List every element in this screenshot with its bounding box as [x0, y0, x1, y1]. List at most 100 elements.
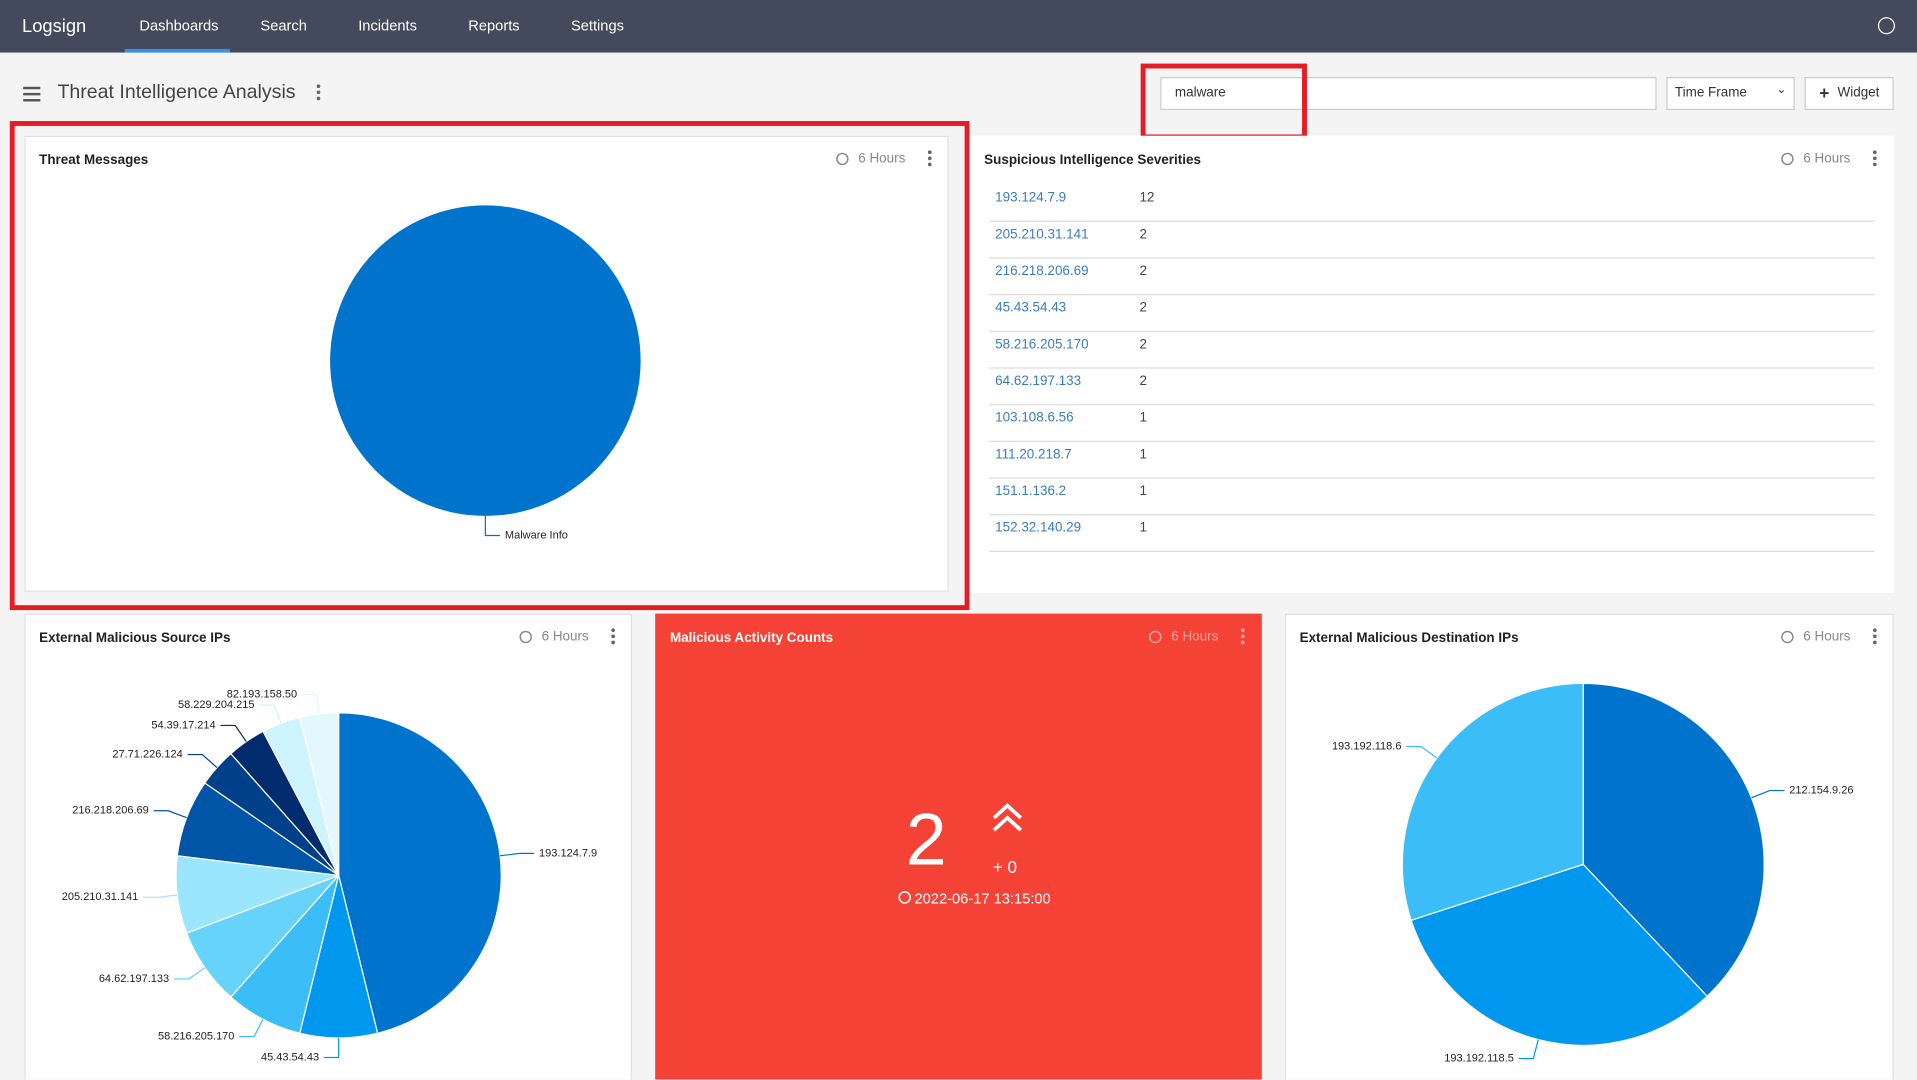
card-menu[interactable] [1872, 150, 1877, 155]
card-menu[interactable] [927, 150, 932, 155]
card-title: Threat Messages [39, 152, 149, 168]
card-title: External Malicious Destination IPs [1299, 630, 1519, 646]
slice-label: 82.193.158.50 [227, 688, 297, 700]
card-time: 6 Hours [1803, 151, 1851, 167]
ip-link: 205.210.31.141 [995, 226, 1088, 241]
ip-link: 64.62.197.133 [995, 373, 1081, 388]
card-menu[interactable] [1872, 628, 1877, 633]
count: 1 [1139, 483, 1146, 498]
page-menu[interactable] [316, 84, 321, 89]
add-widget-text: Widget [1837, 85, 1880, 101]
nav-item[interactable]: Dashboards [139, 17, 219, 35]
search-text: malware [1174, 85, 1226, 101]
page-title: Threat Intelligence Analysis [57, 81, 296, 103]
card-menu[interactable] [1240, 628, 1245, 633]
card-title: External Malicious Source IPs [39, 630, 231, 646]
logo[interactable]: Logsign [22, 15, 87, 37]
card-menu[interactable] [611, 628, 615, 633]
slice-label: 45.43.54.43 [261, 1051, 319, 1063]
up-icon [992, 803, 1023, 832]
plus-icon: + [1819, 83, 1830, 103]
leader-line [499, 852, 535, 857]
count: 2 [1139, 300, 1146, 315]
slice-label: 193.124.7.9 [539, 847, 597, 859]
count: 1 [1139, 520, 1146, 535]
slice-label: 212.154.9.26 [1789, 784, 1853, 796]
leader-line [259, 704, 282, 724]
slice-label: 54.39.17.214 [151, 719, 215, 731]
ip-link: 151.1.136.2 [995, 483, 1066, 498]
timeframe-select[interactable] [1666, 77, 1795, 111]
leader-line [302, 693, 320, 715]
clock-icon [836, 152, 849, 166]
clock-icon [1781, 152, 1794, 166]
leader-line [1406, 745, 1438, 759]
menu-icon[interactable] [23, 86, 41, 90]
ip-link: 216.218.206.69 [995, 263, 1088, 278]
leader-line [484, 515, 501, 537]
highlight-box [9, 121, 970, 611]
count: 1 [1139, 410, 1146, 425]
leader-line [239, 1019, 264, 1038]
nav-item[interactable]: Settings [570, 17, 624, 35]
clock-icon [1781, 630, 1794, 644]
nav-item[interactable]: Incidents [358, 17, 417, 35]
clock-icon [1149, 630, 1162, 644]
card [655, 613, 1262, 1080]
pie-slice [330, 205, 641, 516]
leader-line [153, 810, 187, 819]
slice-label: 27.71.226.124 [112, 748, 182, 760]
clock-icon [898, 891, 912, 904]
card [969, 135, 1894, 593]
user-icon[interactable] [1877, 17, 1895, 35]
count: 2 [1139, 226, 1146, 241]
count: 12 [1139, 190, 1154, 205]
leader-line [187, 753, 218, 768]
add-widget-button[interactable] [1804, 77, 1894, 111]
pie-slice [299, 712, 340, 876]
count: 1 [1139, 446, 1146, 461]
search-input[interactable] [1160, 77, 1657, 111]
leader-line [323, 1037, 340, 1059]
ip-link: 58.216.205.170 [995, 336, 1088, 351]
slice-label: 58.229.204.215 [178, 699, 254, 711]
leader-line [1751, 789, 1785, 799]
leader-line [143, 894, 178, 898]
pie-slice [1582, 682, 1765, 998]
count: 2 [1139, 373, 1146, 388]
card-time: 6 Hours [1171, 629, 1219, 645]
leader-line [220, 724, 247, 742]
slice-label: 216.218.206.69 [72, 805, 148, 817]
leader-line [1518, 1039, 1539, 1060]
slice-label: 193.192.118.6 [1332, 740, 1402, 752]
card-time: 6 Hours [858, 151, 906, 167]
ip-link: 152.32.140.29 [995, 520, 1081, 535]
leader-line [174, 967, 206, 980]
clock-icon [519, 630, 532, 644]
card-time: 6 Hours [541, 629, 589, 645]
pie-slice [1410, 863, 1708, 1046]
slice-label: Malware Info [505, 529, 568, 541]
slice-label: 64.62.197.133 [99, 973, 169, 985]
slice-label: 205.210.31.141 [62, 891, 138, 903]
chevron: ⌄ [1776, 83, 1787, 97]
slice-label: 58.216.205.170 [158, 1031, 234, 1043]
nav-item[interactable]: Search [260, 17, 307, 35]
pie-slice [1401, 682, 1584, 922]
ip-link: 111.20.218.7 [995, 446, 1071, 461]
active-tab-indicator [124, 48, 230, 53]
navbar [0, 0, 1917, 53]
card-time: 6 Hours [1803, 629, 1851, 645]
nav-item[interactable]: Reports [468, 17, 520, 35]
slice-label: 193.192.118.5 [1444, 1052, 1514, 1064]
ip-link: 193.124.7.9 [995, 190, 1066, 205]
activity-timestamp: 2022-06-17 13:15:00 [914, 890, 1051, 908]
card-title: Suspicious Intelligence Severities [984, 152, 1201, 168]
count: 2 [1139, 336, 1146, 351]
ip-link: 103.108.6.56 [995, 410, 1073, 425]
pie-slice [338, 712, 502, 1034]
count: 2 [1139, 263, 1146, 278]
